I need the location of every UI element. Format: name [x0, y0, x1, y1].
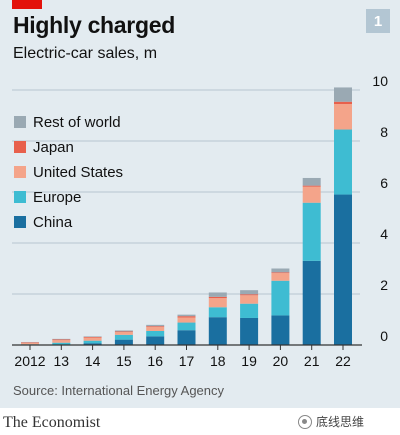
x-tick-label-17: 17: [179, 353, 195, 369]
gridlines: [12, 89, 360, 295]
bar-europe-17: [177, 322, 196, 331]
bar-china-22: [334, 194, 352, 345]
bar-rest-of-world-16: [146, 324, 165, 327]
legend: Rest of world Japan United States Europe Chi…: [14, 114, 123, 231]
x-tick-label-14: 14: [85, 353, 101, 369]
bar-europe-16: [146, 330, 165, 337]
bar-china-17: [177, 330, 196, 345]
bar-japan-18: [208, 296, 227, 299]
legend-label-japan: Japan: [33, 139, 74, 156]
bar-united-states-19: [240, 295, 259, 304]
legend-swatch-rest-of-world: [14, 116, 26, 128]
y-tick-label-6: 6: [380, 175, 388, 191]
bars: [21, 87, 352, 345]
legend-swatch-china: [14, 216, 26, 228]
bar-rest-of-world-19: [240, 290, 259, 295]
bar-rest-of-world-17: [177, 314, 196, 317]
x-tick-label-18: 18: [210, 353, 226, 369]
y-tick-label-2: 2: [380, 277, 388, 293]
x-tick-label-15: 15: [116, 353, 132, 369]
bar-china-18: [208, 317, 227, 345]
bar-japan-13: [52, 339, 71, 341]
bar-rest-of-world-15: [114, 330, 133, 332]
bar-europe-20: [271, 280, 290, 316]
bar-japan-17: [177, 316, 196, 318]
legend-swatch-japan: [14, 141, 26, 153]
bar-united-states-21: [302, 186, 321, 203]
bar-china-14: [83, 343, 102, 345]
bar-japan-14: [83, 336, 102, 338]
bar-united-states-18: [208, 298, 227, 308]
bar-japan-16: [146, 326, 165, 327]
brand-red-tag: [12, 0, 42, 9]
bar-united-states-22: [334, 104, 352, 130]
y-tick-label-10: 10: [372, 73, 388, 89]
bar-china-19: [240, 317, 259, 345]
x-tick-label-20: 20: [273, 353, 289, 369]
bar-japan-15: [114, 331, 133, 332]
x-tick-label-19: 19: [241, 353, 257, 369]
y-tick-label-8: 8: [380, 124, 388, 140]
bar-united-states-20: [271, 273, 290, 281]
bar-europe-21: [302, 202, 321, 261]
bar-japan-21: [302, 185, 321, 187]
x-tick-label-21: 21: [304, 353, 320, 369]
bar-china-16: [146, 336, 165, 345]
legend-label-rest-of-world: Rest of world: [33, 114, 121, 131]
bar-japan-2012: [21, 342, 39, 343]
bar-united-states-16: [146, 326, 165, 331]
bar-rest-of-world-21: [302, 177, 321, 186]
wechat-icon: [298, 414, 312, 429]
chart-subtitle: Electric-car sales, m: [13, 45, 158, 62]
publication-name: The Economist: [3, 414, 101, 431]
bar-europe-22: [334, 129, 352, 195]
bar-rest-of-world-18: [208, 292, 227, 297]
bar-china-21: [302, 260, 321, 345]
figure-number-badge: 1: [366, 9, 390, 33]
bar-united-states-14: [83, 337, 102, 341]
y-tick-label-4: 4: [380, 226, 388, 242]
bar-europe-15: [114, 334, 133, 340]
bar-rest-of-world-14: [83, 336, 102, 337]
bar-europe-18: [208, 307, 227, 318]
legend-swatch-united-states: [14, 166, 26, 178]
watermark: 底线思维: [298, 413, 364, 430]
axes: 0 2 4 6 8 10 2012 13 14 15 16 17 18 19 20 21 22: [12, 73, 388, 369]
chart-title: Highly charged: [13, 12, 175, 38]
y-tick-label-0: 0: [380, 328, 388, 344]
bar-europe-13: [52, 342, 71, 345]
bar-japan-20: [271, 272, 290, 274]
watermark-text: 底线思维: [316, 415, 365, 429]
bar-china-15: [114, 339, 133, 345]
bar-rest-of-world-20: [271, 268, 290, 273]
x-tick-label-13: 13: [54, 353, 70, 369]
bar-rest-of-world-13: [52, 338, 71, 340]
legend-label-china: China: [33, 214, 73, 231]
legend-label-europe: Europe: [33, 189, 81, 206]
stacked-bar-chart: 0 2 4 6 8 10 2012 13 14 15 16 17 18 19 20 21 22 Rest of …: [12, 73, 388, 369]
legend-label-united-states: United States: [33, 164, 123, 181]
bar-china-20: [271, 315, 290, 345]
bar-japan-19: [240, 294, 259, 296]
x-tick-label-2012: 2012: [14, 353, 45, 369]
bar-united-states-15: [114, 332, 133, 335]
bar-united-states-13: [52, 340, 71, 343]
x-tick-label-22: 22: [335, 353, 351, 369]
bar-europe-19: [240, 303, 259, 318]
bar-united-states-2012: [21, 342, 39, 345]
legend-swatch-europe: [14, 191, 26, 203]
bar-japan-22: [334, 101, 352, 105]
source-note: Source: International Energy Agency: [13, 383, 225, 398]
bar-europe-14: [83, 340, 102, 344]
bar-united-states-17: [177, 317, 196, 323]
x-tick-label-16: 16: [147, 353, 163, 369]
bar-rest-of-world-22: [334, 87, 352, 102]
